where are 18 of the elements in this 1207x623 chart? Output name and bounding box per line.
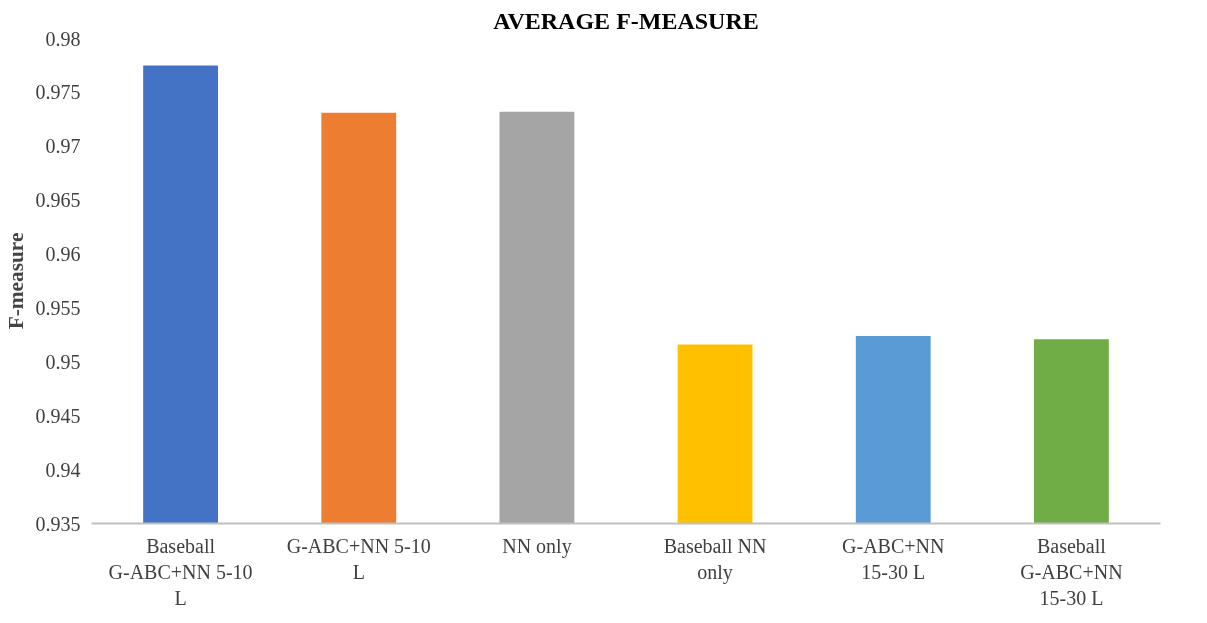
y-tick-label: 0.96 [45,243,81,266]
y-tick-label: 0.95 [45,350,81,373]
y-tick-label: 0.935 [35,512,81,535]
x-tick-label: Baseball NN only [663,534,767,584]
x-tick-label: G-ABC+NN 15-30 L [842,534,945,583]
y-axis-title: F-measure [3,232,28,330]
x-tick-label: G-ABC+NN 5-10 L [286,534,431,583]
x-tick-label: NN only [502,534,572,558]
y-tick-label: 0.975 [35,81,81,104]
x-tick-label: Baseball G-ABC+NN 5-10 L [108,534,253,610]
y-tick-label: 0.98 [45,27,81,50]
y-tick-label: 0.965 [35,189,81,212]
y-tick-label: 0.955 [35,296,81,319]
y-tick-label: 0.945 [35,404,81,427]
y-tick-label: 0.97 [45,135,81,158]
x-tick-label: Baseball G-ABC+NN 15-30 L [1020,534,1123,610]
chart-title: AVERAGE F-MEASURE [493,7,759,34]
y-tick-label: 0.94 [45,458,81,481]
